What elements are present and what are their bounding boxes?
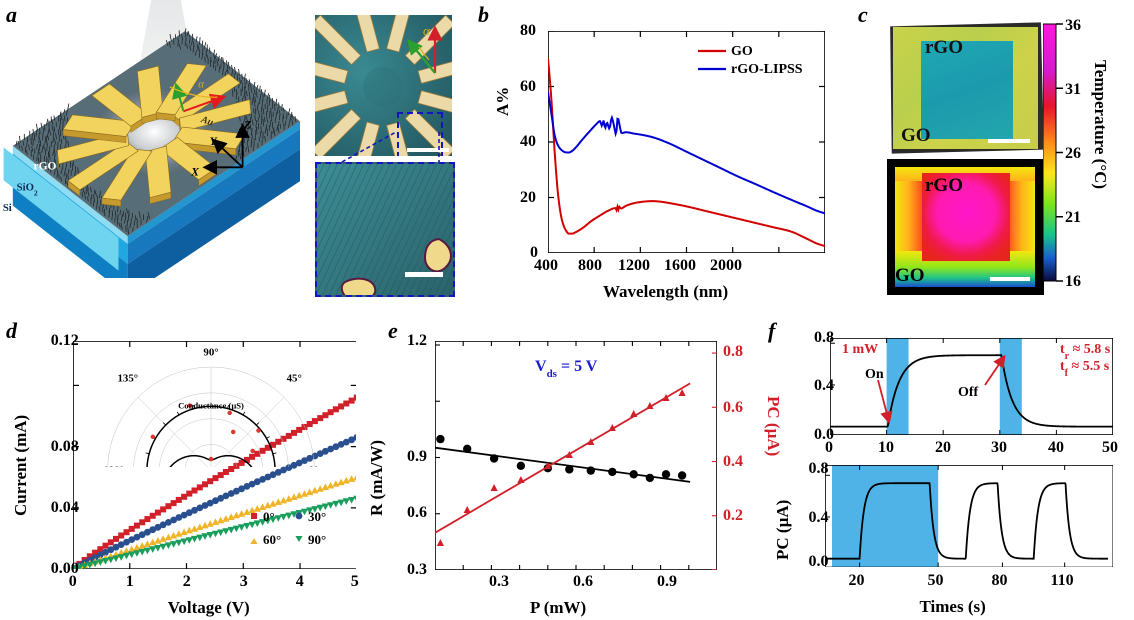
svg-text:tf ≈ 5.5 s: tf ≈ 5.5 s [1060,359,1110,379]
svg-text:Off: Off [958,385,979,400]
svg-text:31: 31 [1065,81,1081,98]
svg-text:Vds = 5 V: Vds = 5 V [535,358,598,380]
svg-text:GO: GO [731,44,753,59]
svg-text:36: 36 [1065,17,1081,34]
svg-text:Y: Y [210,136,218,148]
svg-text:180°: 180° [103,464,124,467]
svg-text:Si: Si [3,202,12,214]
svg-text:α: α [423,23,431,38]
svg-text:45°: 45° [286,372,301,384]
svg-text:Z: Z [243,119,251,131]
svg-text:135°: 135° [117,372,138,384]
svg-text:90°: 90° [308,532,326,547]
svg-text:X: X [190,167,199,179]
svg-text:Conductance (µS): Conductance (µS) [178,400,244,410]
svg-text:16: 16 [1065,273,1081,288]
svg-text:0°: 0° [263,509,275,524]
svg-text:rGO-LIPSS: rGO-LIPSS [731,62,803,77]
svg-text:GO: GO [895,265,925,286]
svg-text:rGO: rGO [33,161,56,173]
svg-text:α: α [198,79,205,91]
svg-text:0°: 0° [308,464,318,467]
svg-text:21: 21 [1065,209,1081,226]
svg-text:On: On [865,367,884,382]
svg-text:rGO: rGO [925,175,963,196]
svg-text:1 mW: 1 mW [842,342,878,357]
svg-text:26: 26 [1065,145,1081,162]
svg-text:90°: 90° [203,347,218,359]
svg-text:60°: 60° [263,532,281,547]
svg-text:30°: 30° [308,509,326,524]
